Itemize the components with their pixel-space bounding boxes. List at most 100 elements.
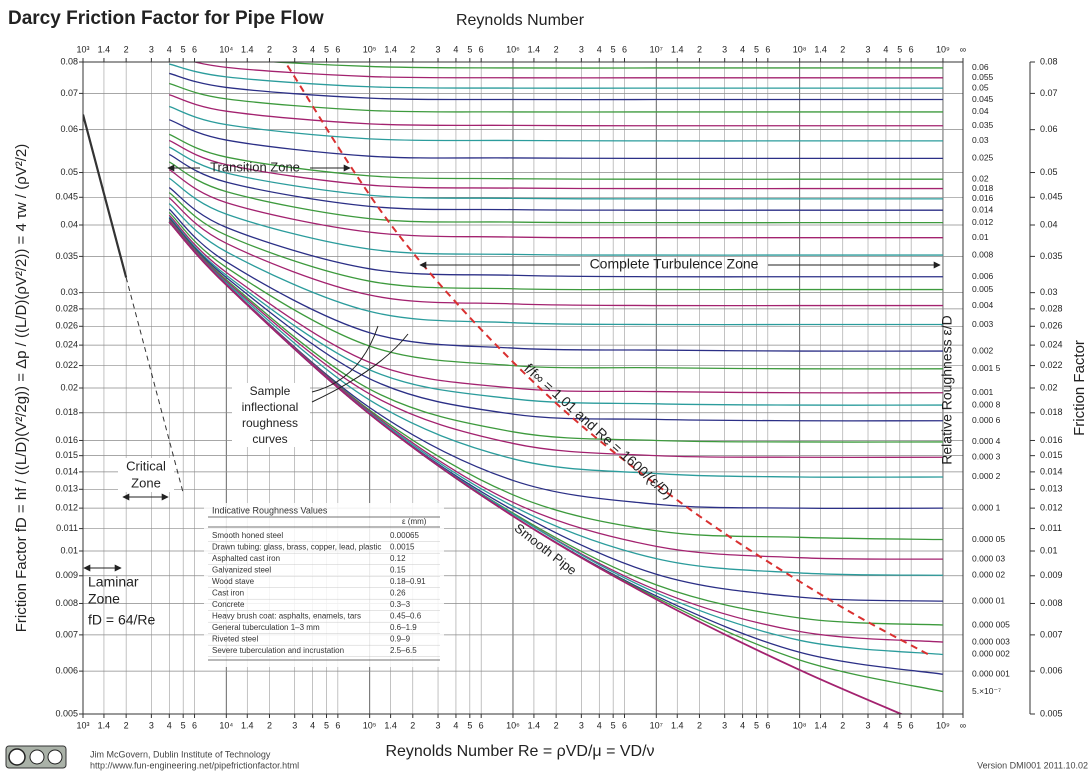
y-tick-label: 0.006 xyxy=(55,666,78,676)
x-tick-label: 6 xyxy=(335,44,340,54)
y2-tick-label: 0.035 xyxy=(1040,251,1063,261)
roughness-label: 0.04 xyxy=(972,106,989,116)
x-tick-label: 2 xyxy=(267,720,272,730)
roughness-curve xyxy=(169,146,943,200)
annotation: Complete Turbulence Zone xyxy=(590,256,759,272)
table-cell: Drawn tubing: glass, brass, copper, lead… xyxy=(212,543,381,552)
x-tick-label: 6 xyxy=(622,44,627,54)
roughness-label: 0.008 xyxy=(972,249,994,259)
roughness-label: 0.014 xyxy=(972,204,994,214)
y2-tick-label: 0.014 xyxy=(1040,466,1063,476)
x-axis-title-top: Reynolds Number xyxy=(456,12,585,29)
x-tick-label: 3 xyxy=(436,44,441,54)
y2-tick-label: 0.015 xyxy=(1040,450,1063,460)
roughness-curve xyxy=(169,133,943,180)
y2-tick-label: 0.007 xyxy=(1040,629,1063,639)
x-tick-label: 1.4 xyxy=(98,44,111,54)
annotation: Critical xyxy=(126,458,166,473)
roughness-curve xyxy=(169,94,943,127)
table-cell: Wood stave xyxy=(212,577,255,586)
table-cell: Smooth honed steel xyxy=(212,531,283,540)
x-tick-label: 5 xyxy=(324,720,329,730)
roughness-label: 0.018 xyxy=(972,183,994,193)
annotation: fD = 64/Re xyxy=(88,612,156,628)
x-tick-label: 5 xyxy=(611,44,616,54)
table-cell: 0.26 xyxy=(390,589,406,598)
y2-tick-label: 0.045 xyxy=(1040,192,1063,202)
x-tick-label: 3 xyxy=(866,44,871,54)
x-tick-label: 2 xyxy=(554,720,559,730)
roughness-label: 0.03 xyxy=(972,135,989,145)
x-tick-label: 10⁷ xyxy=(650,44,663,54)
grid xyxy=(79,58,1035,718)
y-tick-label: 0.005 xyxy=(55,708,78,718)
x-tick-label: 6 xyxy=(192,720,197,730)
table-cell: 0.45–0.6 xyxy=(390,612,422,621)
roughness-label: 0.000 1 xyxy=(972,502,1001,512)
x-tick-label: 6 xyxy=(765,44,770,54)
roughness-label: 0.012 xyxy=(972,217,994,227)
y-tick-label: 0.035 xyxy=(55,251,78,261)
y-tick-label: 0.026 xyxy=(55,321,78,331)
y2-tick-label: 0.018 xyxy=(1040,407,1063,417)
table-cell: Galvanized steel xyxy=(212,566,271,575)
x-tick-label: 10⁶ xyxy=(506,44,520,54)
x-tick-label: 4 xyxy=(597,44,602,54)
y2-tick-label: 0.009 xyxy=(1040,570,1063,580)
y-axis-title: Friction Factor fD = hf / ((L/D)(V²/2g))… xyxy=(13,144,30,633)
roughness-label: 0.000 003 xyxy=(972,636,1010,646)
label-bg xyxy=(118,458,174,492)
roughness-curve xyxy=(168,208,943,352)
x-tick-label: 2 xyxy=(697,44,702,54)
roughness-curve xyxy=(169,72,943,101)
x-tick-label: 10³ xyxy=(76,720,89,730)
x-tick-label: 4 xyxy=(597,720,602,730)
roughness-label: 0.000 01 xyxy=(972,595,1005,605)
x-tick-label: 10⁹ xyxy=(936,720,950,730)
roughness-curve xyxy=(168,216,943,406)
laminar-line-extension xyxy=(125,277,184,494)
y2-tick-label: 0.005 xyxy=(1040,708,1063,718)
x-tick-label: 2 xyxy=(267,44,272,54)
x-tick-label: ∞ xyxy=(960,720,966,730)
x-tick-label: 3 xyxy=(866,720,871,730)
table-cell: 0.9–9 xyxy=(390,635,411,644)
y2-tick-label: 0.02 xyxy=(1040,382,1058,392)
chart-title: Darcy Friction Factor for Pipe Flow xyxy=(8,8,324,29)
y-tick-label: 0.06 xyxy=(60,124,78,134)
roughness-label: 0.05 xyxy=(972,82,989,92)
x-tick-label: 6 xyxy=(909,44,914,54)
x-tick-label: 4 xyxy=(310,44,315,54)
x-tick-label: 4 xyxy=(453,44,458,54)
y-tick-label: 0.028 xyxy=(55,303,78,313)
roughness-label: 0.000 05 xyxy=(972,534,1005,544)
roughness-curve xyxy=(168,169,943,239)
x-tick-label: 6 xyxy=(192,44,197,54)
x-tick-label: 6 xyxy=(622,720,627,730)
roughness-label: 0.000 2 xyxy=(972,471,1001,481)
footer-author: Jim McGovern, Dublin Institute of Techno… xyxy=(90,749,271,759)
x-tick-label: ∞ xyxy=(960,44,966,54)
roughness-curve xyxy=(168,211,943,370)
x-axis-title: Reynolds Number Re = ρVD/μ = VD/ν xyxy=(385,743,654,760)
label-bg xyxy=(232,383,310,447)
table-cell: 0.18–0.91 xyxy=(390,577,426,586)
y2-tick-label: 0.04 xyxy=(1040,219,1058,229)
x-tick-label: 5 xyxy=(897,44,902,54)
x-tick-label: 3 xyxy=(579,44,584,54)
smooth-pipe-curve xyxy=(168,221,904,714)
roughness-label: 0.003 xyxy=(972,319,994,329)
roughness-table: Indicative Roughness Values ε (mm) Smoot… xyxy=(204,503,444,667)
y-tick-label: 0.05 xyxy=(60,167,78,177)
x-tick-label: 1.4 xyxy=(671,720,684,730)
x-tick-label: 6 xyxy=(479,720,484,730)
roughness-curve xyxy=(168,161,943,224)
x-tick-label: 4 xyxy=(167,720,172,730)
roughness-label: 0.000 4 xyxy=(972,436,1001,446)
x-tick-label: 5 xyxy=(181,720,186,730)
y-tick-label: 0.013 xyxy=(55,484,78,494)
x-tick-label: 5 xyxy=(467,720,472,730)
footer-url[interactable]: http://www.fun-engineering.net/pipefrict… xyxy=(90,760,299,770)
annotation: Zone xyxy=(88,591,120,607)
